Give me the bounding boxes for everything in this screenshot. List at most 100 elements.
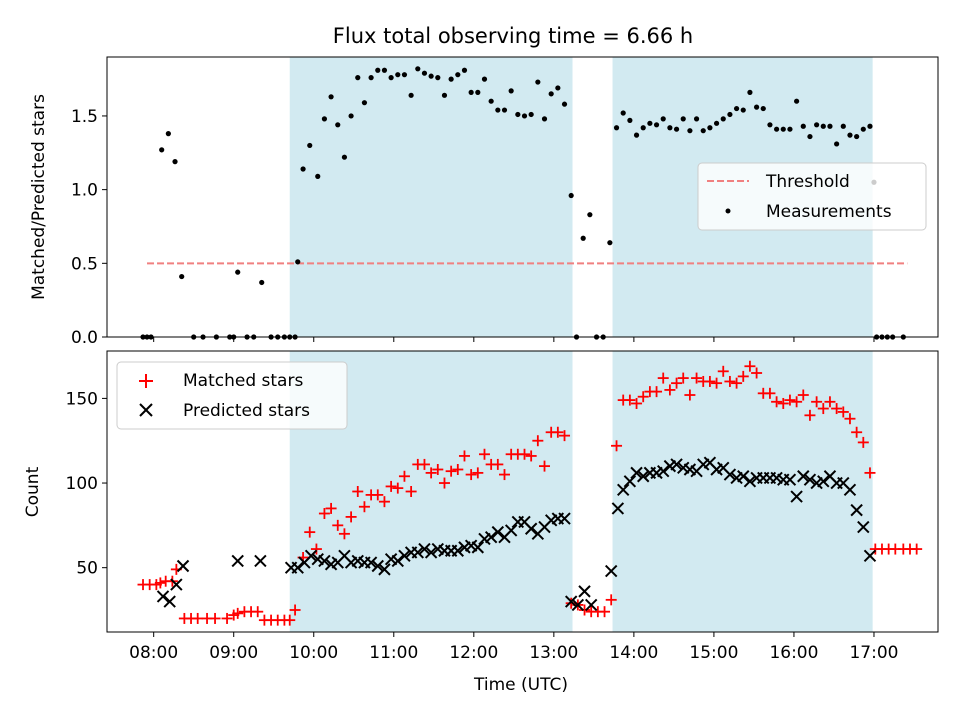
predicted-marker-b — [351, 554, 364, 568]
predicted-marker-b — [451, 544, 465, 557]
measurement-point — [640, 125, 646, 131]
matched-star-marker — [791, 396, 803, 408]
matched-star-marker — [425, 467, 437, 479]
predicted-marker-b — [524, 522, 538, 535]
predicted-marker-b — [504, 524, 518, 537]
predicted-star-marker — [291, 561, 304, 574]
measurement-point — [713, 120, 720, 126]
measurement-point — [415, 66, 421, 72]
x-tick-label: 16:00 — [769, 643, 818, 663]
predicted-marker-b — [616, 483, 630, 497]
measurement-point — [660, 116, 666, 122]
predicted-star-marker — [857, 520, 870, 534]
predicted-star-marker — [737, 470, 750, 483]
top-y-axis-label: Matched/Predicted stars — [29, 94, 49, 300]
predicted-marker-b — [843, 483, 857, 497]
matched-star-marker — [465, 469, 477, 481]
matched-star-marker — [325, 502, 337, 514]
measurement-point — [767, 122, 773, 128]
predicted-star-marker — [451, 544, 465, 557]
matched-star-marker — [784, 394, 796, 406]
legend-predicted-swatch — [139, 403, 153, 417]
matched-star-marker — [372, 489, 384, 501]
predicted-marker-b — [837, 476, 850, 490]
predicted-marker-b — [630, 466, 643, 480]
measurement-point — [774, 126, 780, 132]
matched-star-marker — [418, 458, 430, 470]
matched-star-marker — [559, 430, 571, 442]
matched-star-marker — [445, 465, 457, 477]
matched-star-marker — [671, 377, 683, 389]
measurement-point — [587, 212, 593, 218]
predicted-star-marker — [418, 542, 431, 556]
matched-star-marker — [310, 543, 322, 555]
matched-star-marker — [605, 594, 617, 606]
measurement-point — [627, 117, 633, 123]
matched-star-marker — [209, 612, 221, 624]
x-tick-label: 10:00 — [289, 643, 338, 663]
matched-star-marker — [438, 477, 450, 489]
predicted-star-marker — [616, 483, 630, 497]
measurement-point — [159, 147, 165, 153]
x-tick-label: 15:00 — [689, 643, 738, 663]
bottom-legend-box — [116, 361, 348, 430]
predicted-marker-b — [318, 554, 331, 568]
matched-star-marker — [579, 604, 591, 616]
measurement-point — [753, 104, 760, 110]
matched-star-marker — [831, 403, 843, 415]
measurement-point — [620, 110, 626, 116]
predicted-marker-b — [231, 554, 244, 568]
measurement-point — [481, 76, 488, 82]
predicted-marker-b — [156, 590, 170, 603]
measurement-point — [747, 89, 753, 95]
predicted-marker-b — [817, 475, 830, 488]
predicted-star-marker — [797, 470, 810, 483]
measurement-point — [727, 111, 733, 118]
matched-star-marker — [711, 377, 723, 389]
measurement-point — [307, 142, 313, 149]
predicted-star-marker — [743, 475, 757, 488]
top-y-tick-label: 1.0 — [71, 181, 98, 201]
measurement-point — [653, 122, 660, 128]
matched-star-marker — [452, 463, 464, 475]
matched-star-marker — [532, 435, 544, 447]
predicted-star-marker — [176, 559, 190, 573]
predicted-star-marker — [783, 473, 797, 486]
matched-star-marker — [232, 607, 244, 619]
predicted-marker-b — [850, 503, 863, 517]
predicted-star-marker — [584, 598, 598, 612]
predicted-marker-b — [723, 468, 737, 481]
matched-star-marker — [345, 511, 357, 523]
measurement-point — [508, 88, 514, 94]
measurement-point — [633, 132, 640, 138]
predicted-star-marker — [484, 530, 498, 544]
predicted-marker-b — [670, 458, 683, 471]
predicted-marker-b — [657, 464, 670, 478]
measurement-point — [541, 116, 548, 122]
predicted-star-marker — [471, 541, 485, 554]
predicted-marker-b — [703, 456, 717, 469]
predicted-marker-b — [578, 585, 591, 598]
x-tick-label: 14:00 — [609, 643, 658, 663]
measurement-point — [787, 126, 793, 132]
predicted-marker-b — [311, 553, 324, 566]
predicted-star-marker — [803, 473, 817, 486]
matched-star-marker — [844, 413, 856, 425]
matched-star-marker — [651, 386, 663, 398]
predicted-marker-b — [823, 470, 837, 483]
legend-threshold-label: Threshold — [765, 172, 850, 192]
predicted-marker-b — [291, 561, 304, 574]
matched-star-marker — [811, 396, 823, 408]
measurement-point — [647, 120, 653, 126]
predicted-marker-b — [558, 512, 571, 525]
matched-star-marker — [525, 450, 537, 462]
measurement-point — [700, 128, 706, 134]
matched-star-marker — [804, 409, 816, 421]
predicted-star-marker — [504, 524, 518, 537]
measurement-point — [867, 123, 873, 129]
matched-star-marker — [352, 486, 364, 497]
measurement-point — [401, 72, 408, 78]
predicted-marker-b — [254, 554, 267, 568]
matched-star-marker — [797, 389, 809, 401]
legend-measurements-label: Measurements — [766, 202, 892, 222]
